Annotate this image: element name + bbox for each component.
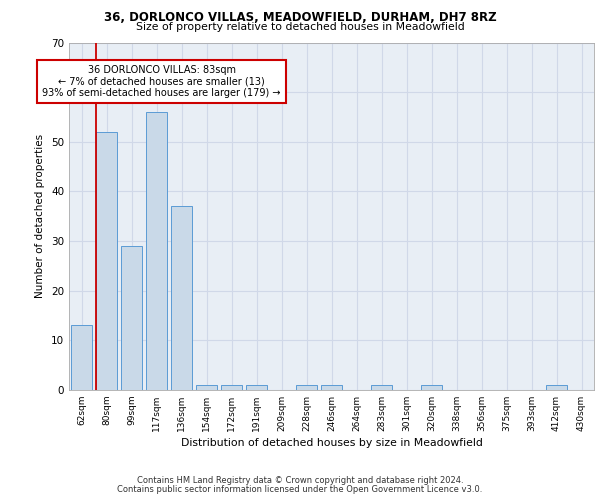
Bar — [196, 385, 217, 390]
Text: 36, DORLONCO VILLAS, MEADOWFIELD, DURHAM, DH7 8RZ: 36, DORLONCO VILLAS, MEADOWFIELD, DURHAM… — [104, 11, 496, 24]
Bar — [146, 112, 167, 390]
Bar — [546, 385, 567, 390]
Bar — [121, 246, 142, 390]
Text: 36 DORLONCO VILLAS: 83sqm
← 7% of detached houses are smaller (13)
93% of semi-d: 36 DORLONCO VILLAS: 83sqm ← 7% of detach… — [42, 65, 281, 98]
X-axis label: Distribution of detached houses by size in Meadowfield: Distribution of detached houses by size … — [181, 438, 482, 448]
Text: Contains HM Land Registry data © Crown copyright and database right 2024.: Contains HM Land Registry data © Crown c… — [137, 476, 463, 485]
Text: Contains public sector information licensed under the Open Government Licence v3: Contains public sector information licen… — [118, 485, 482, 494]
Y-axis label: Number of detached properties: Number of detached properties — [35, 134, 46, 298]
Bar — [171, 206, 192, 390]
Bar — [221, 385, 242, 390]
Bar — [71, 326, 92, 390]
Bar — [96, 132, 117, 390]
Bar — [321, 385, 342, 390]
Bar — [421, 385, 442, 390]
Bar — [296, 385, 317, 390]
Bar — [246, 385, 267, 390]
Bar — [371, 385, 392, 390]
Text: Size of property relative to detached houses in Meadowfield: Size of property relative to detached ho… — [136, 22, 464, 32]
